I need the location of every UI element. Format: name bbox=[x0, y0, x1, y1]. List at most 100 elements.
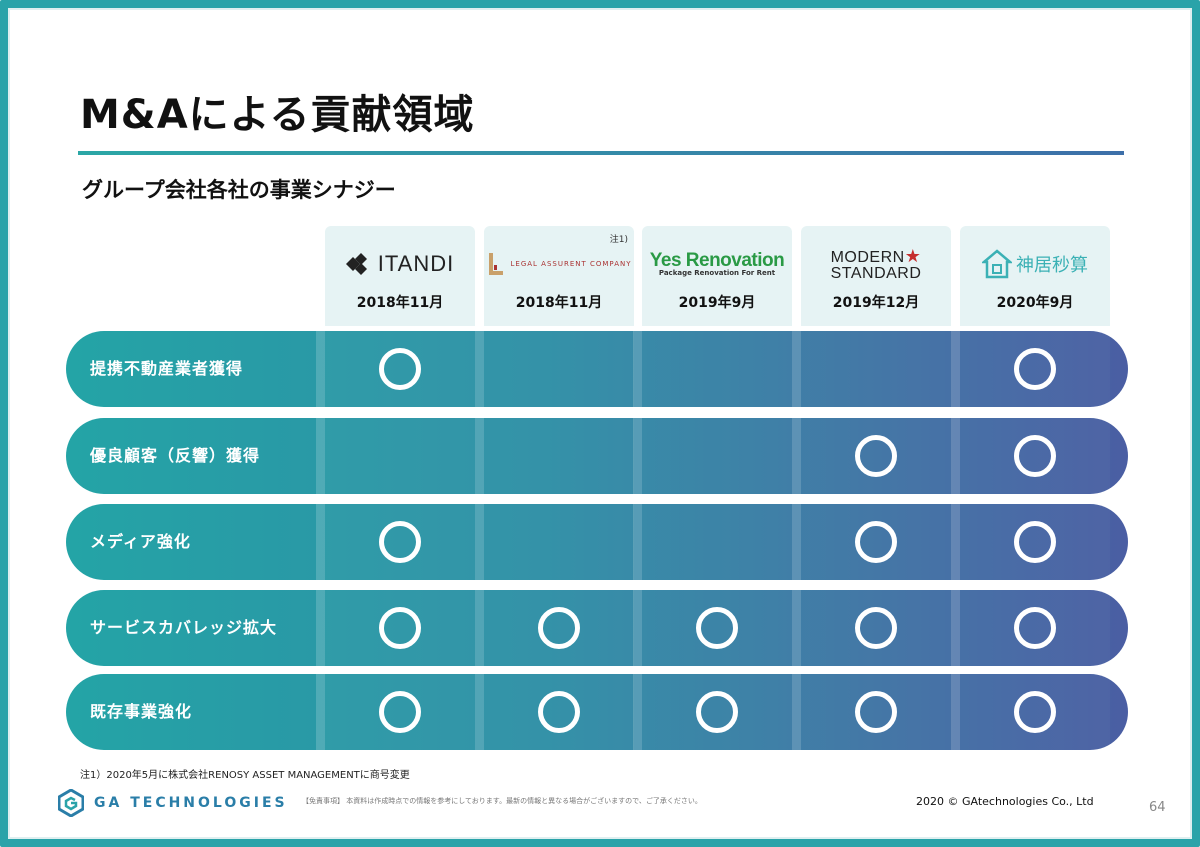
synergy-cell bbox=[960, 331, 1110, 407]
circle-mark-icon bbox=[1014, 435, 1056, 477]
column-separator bbox=[316, 331, 325, 407]
synergy-cell bbox=[642, 331, 792, 407]
slide-inner-border bbox=[8, 8, 1192, 839]
modern-standard-logo: MODERN★ STANDARD bbox=[801, 242, 951, 286]
yes-renovation-logo: Yes Renovation Package Renovation For Re… bbox=[642, 242, 792, 286]
circle-mark-icon bbox=[379, 607, 421, 649]
synergy-cell bbox=[960, 674, 1110, 750]
column-separator bbox=[316, 674, 325, 750]
circle-mark-icon bbox=[855, 691, 897, 733]
kamii-logo-text: 神居秒算 bbox=[1016, 255, 1088, 276]
circle-mark-icon bbox=[1014, 607, 1056, 649]
synergy-cell bbox=[325, 674, 475, 750]
kamii-byosan-logo: 神居秒算 bbox=[960, 242, 1110, 286]
column-separator bbox=[633, 331, 642, 407]
column-separator bbox=[475, 590, 484, 666]
page-number: 64 bbox=[1149, 800, 1166, 815]
itandi-logo-text: ITANDI bbox=[377, 251, 455, 276]
circle-mark-icon bbox=[1014, 348, 1056, 390]
column-separator bbox=[316, 504, 325, 580]
title-underline bbox=[78, 151, 1124, 155]
row-label: 優良顧客（反響）獲得 bbox=[90, 446, 261, 465]
column-separator bbox=[792, 674, 801, 750]
legal-assurent-date: 2018年11月 bbox=[515, 295, 603, 311]
synergy-cell bbox=[325, 418, 475, 494]
yes-renovation-tagline: Package Renovation For Rent bbox=[658, 269, 776, 277]
column-separator bbox=[951, 590, 960, 666]
column-header-itandi: ITANDI 2018年11月 bbox=[325, 226, 475, 326]
circle-mark-icon bbox=[379, 348, 421, 390]
column-separator bbox=[633, 418, 642, 494]
column-separator bbox=[475, 331, 484, 407]
column-header-kamii-byosan: 神居秒算 2020年9月 bbox=[960, 226, 1110, 326]
modern-logo-line2: STANDARD bbox=[830, 264, 922, 282]
row-label: メディア強化 bbox=[90, 532, 191, 551]
row-label: 提携不動産業者獲得 bbox=[90, 359, 244, 378]
row-label: 既存事業強化 bbox=[90, 702, 193, 721]
house-icon bbox=[982, 249, 1012, 279]
synergy-cell bbox=[642, 504, 792, 580]
synergy-cell bbox=[325, 590, 475, 666]
column-separator bbox=[792, 590, 801, 666]
brand-name: GA TECHNOLOGIES bbox=[94, 795, 288, 811]
slide-subtitle: グループ会社各社の事業シナジー bbox=[82, 178, 396, 202]
yes-renovation-date: 2019年9月 bbox=[678, 295, 756, 311]
kamii-byosan-date: 2020年9月 bbox=[996, 295, 1074, 311]
modern-logo-line1: MODERN bbox=[830, 248, 905, 266]
column-separator bbox=[316, 590, 325, 666]
modern-standard-date: 2019年12月 bbox=[832, 295, 920, 311]
synergy-cell bbox=[642, 590, 792, 666]
circle-mark-icon bbox=[1014, 521, 1056, 563]
column-separator bbox=[792, 331, 801, 407]
synergy-cell bbox=[801, 418, 951, 494]
synergy-cell bbox=[484, 418, 634, 494]
column-separator bbox=[951, 504, 960, 580]
synergy-cell bbox=[801, 331, 951, 407]
synergy-row: 既存事業強化 bbox=[66, 674, 1128, 750]
synergy-cell bbox=[325, 504, 475, 580]
itandi-logo: ITANDI bbox=[325, 242, 475, 286]
synergy-cell bbox=[642, 418, 792, 494]
copyright-text: 2020 © GAtechnologies Co., Ltd bbox=[916, 795, 1094, 808]
synergy-cell bbox=[325, 331, 475, 407]
column-separator bbox=[792, 504, 801, 580]
column-separator bbox=[633, 674, 642, 750]
legal-assurent-logo: LEGAL ASSURENT COMPANY bbox=[484, 242, 634, 286]
column-separator bbox=[475, 418, 484, 494]
synergy-cell bbox=[960, 504, 1110, 580]
synergy-cell bbox=[801, 674, 951, 750]
legal-l-mark-icon bbox=[488, 253, 503, 275]
itandi-mark-icon bbox=[345, 253, 367, 275]
synergy-cell bbox=[960, 590, 1110, 666]
synergy-cell bbox=[484, 331, 634, 407]
circle-mark-icon bbox=[855, 435, 897, 477]
circle-mark-icon bbox=[538, 607, 580, 649]
column-separator bbox=[633, 590, 642, 666]
synergy-row: メディア強化 bbox=[66, 504, 1128, 580]
star-icon: ★ bbox=[904, 245, 922, 266]
column-separator bbox=[951, 674, 960, 750]
column-header-modern-standard: MODERN★ STANDARD 2019年12月 bbox=[801, 226, 951, 326]
synergy-row: サービスカバレッジ拡大 bbox=[66, 590, 1128, 666]
circle-mark-icon bbox=[379, 691, 421, 733]
column-separator bbox=[475, 504, 484, 580]
column-header-yes-renovation: Yes Renovation Package Renovation For Re… bbox=[642, 226, 792, 326]
yes-renovation-logo-text: Yes Renovation bbox=[649, 250, 785, 271]
column-separator bbox=[951, 418, 960, 494]
itandi-date: 2018年11月 bbox=[356, 295, 444, 311]
circle-mark-icon bbox=[379, 521, 421, 563]
ga-hexagon-logo-icon bbox=[58, 789, 84, 817]
circle-mark-icon bbox=[855, 607, 897, 649]
circle-mark-icon bbox=[696, 691, 738, 733]
legal-note-marker: 注1) bbox=[609, 235, 628, 245]
synergy-cell bbox=[484, 590, 634, 666]
company-brand: GA TECHNOLOGIES bbox=[58, 789, 288, 817]
column-separator bbox=[316, 418, 325, 494]
footnote: 注1）2020年5月に株式会社RENOSY ASSET MANAGEMENTに商… bbox=[80, 770, 410, 781]
synergy-row: 優良顧客（反響）獲得 bbox=[66, 418, 1128, 494]
circle-mark-icon bbox=[696, 607, 738, 649]
column-separator bbox=[633, 504, 642, 580]
row-label: サービスカバレッジ拡大 bbox=[90, 618, 278, 637]
column-header-legal-assurent: 注1) LEGAL ASSURENT COMPANY 2018年11月 bbox=[484, 226, 634, 326]
